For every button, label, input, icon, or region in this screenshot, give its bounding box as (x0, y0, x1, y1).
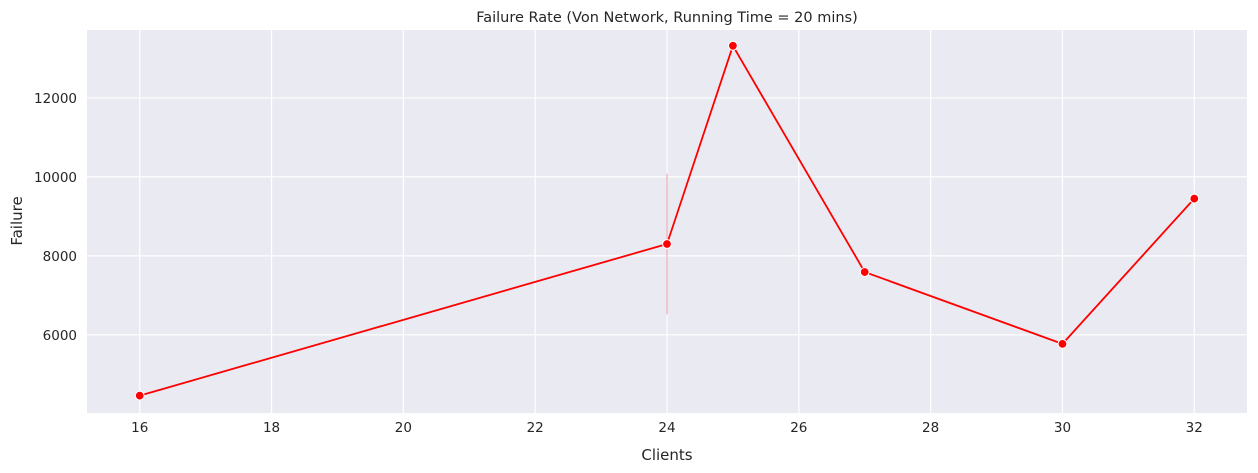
y-tick-label: 12000 (34, 91, 77, 107)
data-point (728, 40, 738, 51)
series-line (138, 44, 1196, 397)
series-lines (138, 44, 1196, 397)
y-tick-label: 10000 (34, 170, 77, 186)
data-point (662, 239, 672, 249)
data-point (859, 267, 870, 277)
x-tick-label: 30 (1054, 420, 1071, 436)
data-point (134, 390, 145, 401)
data-point (1189, 193, 1200, 204)
x-tick-label: 26 (790, 420, 807, 436)
x-tick-label: 24 (658, 420, 675, 436)
x-tick-label: 28 (922, 420, 939, 436)
x-tick-label: 22 (527, 420, 544, 436)
x-tick-label: 32 (1186, 420, 1203, 436)
x-tick-label: 20 (395, 420, 412, 436)
y-tick-label: 6000 (43, 328, 77, 344)
y-axis-label: Failure (8, 196, 26, 245)
y-tick-label: 8000 (43, 249, 77, 265)
data-point (1057, 339, 1068, 349)
series-markers (134, 40, 1200, 401)
tick-labels: 16 18 20 22 24 26 28 30 32 6000 8000 10000 12000 (34, 91, 1203, 436)
chart-title: Failure Rate (Von Network, Running Time … (476, 10, 858, 26)
x-axis-label: Clients (641, 446, 692, 464)
x-tick-label: 16 (131, 420, 148, 436)
x-tick-label: 18 (263, 420, 280, 436)
